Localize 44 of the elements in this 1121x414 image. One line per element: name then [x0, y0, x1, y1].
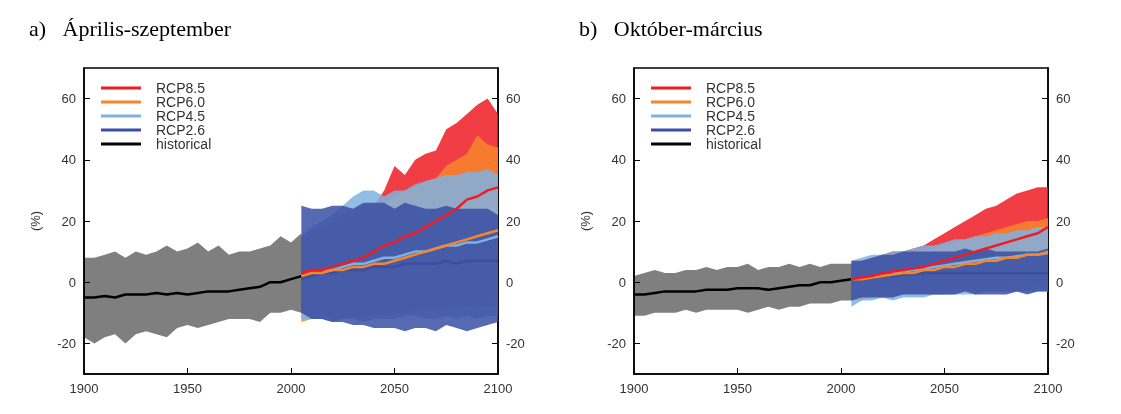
y-tick-label: -20	[57, 335, 76, 351]
y2-tick-label: 20	[1056, 213, 1071, 229]
legend-label: RCP6.0	[156, 94, 206, 110]
y-axis-title: (%)	[578, 210, 593, 232]
y-tick-label: 60	[611, 91, 626, 107]
x-tick-label: 2100	[483, 381, 513, 396]
legend-label: RCP2.6	[706, 122, 756, 138]
y-tick-label: -20	[607, 335, 626, 351]
legend-label: historical	[706, 136, 762, 152]
y-tick-label: 0	[68, 274, 76, 290]
x-tick-label: 2100	[1033, 381, 1063, 396]
y2-tick-label: 40	[506, 152, 521, 168]
y-tick-label: 20	[611, 213, 626, 229]
y2-tick-label: 20	[506, 213, 521, 229]
x-tick-label: 1950	[173, 381, 202, 396]
legend-label: RCP8.5	[156, 80, 206, 96]
legend-label: historical	[156, 136, 212, 152]
x-tick-label: 2000	[276, 381, 306, 396]
y-tick-label: 20	[61, 213, 76, 229]
y2-tick-label: 60	[506, 91, 521, 107]
y-axis-title: (%)	[28, 210, 43, 232]
chart-title: b) Október-március	[579, 15, 763, 41]
chart-title: a) Április-szeptember	[29, 15, 232, 41]
x-tick-label: 2050	[380, 381, 409, 396]
legend-label: RCP4.5	[706, 108, 756, 124]
x-tick-label: 1900	[69, 381, 99, 396]
y2-tick-label: 60	[1056, 91, 1071, 107]
y-tick-label: 0	[618, 274, 626, 290]
y2-tick-label: 0	[1056, 274, 1064, 290]
y2-tick-label: -20	[506, 335, 525, 351]
y2-tick-label: 40	[1056, 152, 1071, 168]
legend-label: RCP6.0	[706, 94, 756, 110]
y-tick-label: 40	[61, 152, 76, 168]
x-tick-label: 1950	[723, 381, 752, 396]
y2-tick-label: 0	[506, 274, 514, 290]
y-tick-label: 60	[61, 91, 76, 107]
legend-label: RCP8.5	[706, 80, 756, 96]
y-tick-label: 40	[611, 152, 626, 168]
x-tick-label: 2050	[930, 381, 959, 396]
x-tick-label: 2000	[826, 381, 856, 396]
x-tick-label: 1900	[619, 381, 649, 396]
legend-label: RCP4.5	[156, 108, 206, 124]
legend-label: RCP2.6	[156, 122, 206, 138]
y2-tick-label: -20	[1056, 335, 1075, 351]
